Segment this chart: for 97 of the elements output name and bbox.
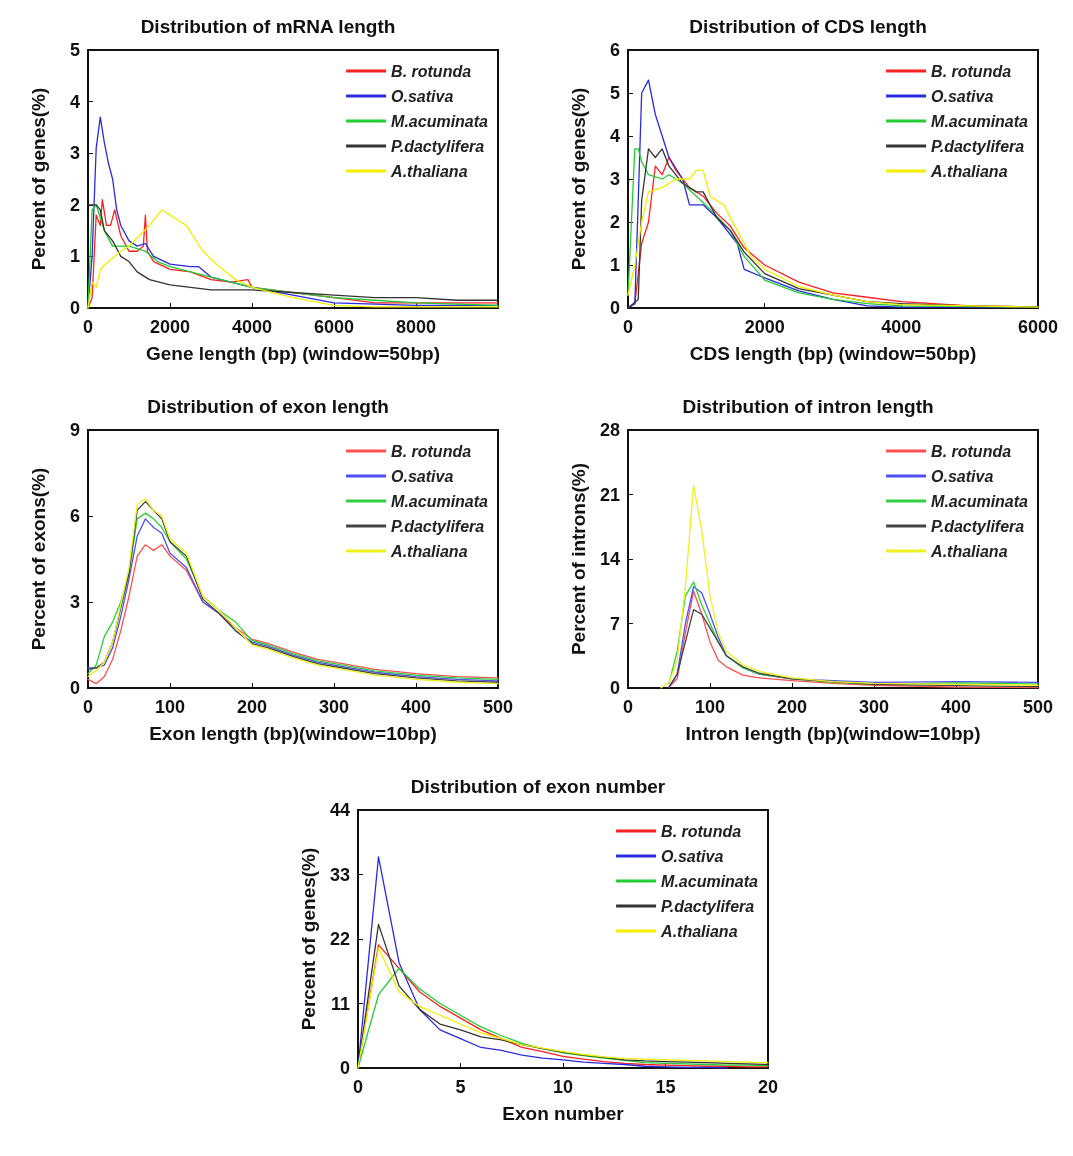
x-tick-label: 8000 — [395, 317, 437, 337]
y-tick-label: 44 — [329, 800, 350, 820]
y-tick-label: 22 — [329, 929, 350, 949]
legend-label: P.dactylifera — [661, 897, 755, 915]
y-tick-label: 9 — [69, 420, 80, 440]
legend-label: M.acuminata — [391, 112, 489, 130]
y-tick-label: 0 — [609, 678, 620, 698]
x-tick-label: 300 — [318, 697, 350, 717]
chart-title: Distribution of mRNA length — [140, 16, 396, 37]
x-tick-label: 2000 — [744, 317, 785, 337]
y-axis-title: Percent of genes(%) — [298, 847, 319, 1031]
y-tick-label: 4 — [609, 126, 620, 146]
legend-label: A.thaliana — [660, 922, 738, 940]
line-series — [87, 544, 499, 685]
x-tick-label: 0 — [82, 317, 94, 337]
x-tick-label: 500 — [1022, 697, 1054, 717]
y-tick-label: 28 — [599, 420, 620, 440]
chart-title: Distribution of CDS length — [689, 16, 927, 37]
x-tick-label: 0 — [82, 697, 94, 717]
y-tick-label: 3 — [69, 143, 80, 164]
legend-label: B. rotunda — [391, 442, 472, 460]
x-tick-label: 400 — [400, 697, 432, 717]
x-axis-title: Gene length (bp) (window=50bp) — [146, 343, 440, 364]
legend-label: P.dactylifera — [931, 137, 1025, 155]
legend-label: O.sativa — [931, 87, 994, 105]
line-series — [357, 967, 769, 1069]
x-tick-label: 500 — [482, 697, 514, 717]
legend-label: M.acuminata — [661, 872, 759, 890]
x-tick-label: 5 — [455, 1077, 466, 1097]
y-tick-label: 6 — [69, 506, 80, 526]
legend-label: O.sativa — [391, 87, 454, 105]
x-tick-label: 200 — [776, 697, 808, 717]
legend-label: O.sativa — [391, 467, 454, 485]
x-tick-label: 15 — [655, 1077, 676, 1097]
x-axis-title: Exon number — [502, 1103, 625, 1124]
chart-title: Distribution of intron length — [682, 396, 934, 417]
line-series — [660, 484, 1039, 689]
x-axis-title: CDS length (bp) (window=50bp) — [689, 343, 977, 364]
y-tick-label: 11 — [330, 993, 350, 1014]
y-tick-label: 0 — [69, 678, 80, 698]
y-axis-title: Percent of introns(%) — [568, 462, 589, 656]
x-tick-label: 2000 — [149, 317, 191, 337]
y-tick-label: 1 — [609, 255, 620, 275]
y-tick-label: 5 — [69, 40, 80, 60]
x-tick-label: 0 — [352, 1077, 364, 1097]
legend-label: A.thaliana — [390, 162, 468, 180]
legend-label: A.thaliana — [930, 162, 1008, 180]
y-tick-label: 2 — [69, 194, 80, 215]
y-tick-label: 14 — [599, 549, 620, 569]
chart-title: Distribution of exon number — [410, 776, 666, 797]
x-tick-label: 100 — [154, 697, 186, 717]
y-axis-title: Percent of exons(%) — [28, 467, 49, 651]
legend-label: P.dactylifera — [391, 137, 485, 155]
y-tick-label: 3 — [609, 169, 620, 189]
y-tick-label: 3 — [69, 592, 80, 612]
x-axis-title: Exon length (bp)(window=10bp) — [149, 723, 437, 744]
y-tick-label: 0 — [69, 298, 80, 318]
y-tick-label: 6 — [609, 40, 620, 60]
chart-title: Distribution of exon length — [147, 396, 389, 417]
y-tick-label: 33 — [329, 864, 350, 885]
x-tick-label: 0 — [622, 697, 634, 717]
legend-label: B. rotunda — [661, 822, 742, 840]
legend-label: M.acuminata — [391, 492, 489, 510]
y-tick-label: 1 — [69, 246, 80, 267]
legend-label: P.dactylifera — [391, 517, 485, 535]
x-axis-title: Intron length (bp)(window=10bp) — [685, 723, 981, 744]
legend-label: M.acuminata — [931, 492, 1029, 510]
x-tick-label: 100 — [694, 697, 726, 717]
x-tick-label: 4000 — [231, 317, 273, 337]
x-tick-label: 4000 — [881, 317, 922, 337]
y-axis-title: Percent of genes(%) — [28, 87, 49, 271]
legend-label: P.dactylifera — [931, 517, 1025, 535]
x-tick-label: 200 — [236, 697, 268, 717]
y-tick-label: 21 — [599, 484, 620, 505]
x-tick-label: 400 — [940, 697, 972, 717]
legend-label: O.sativa — [931, 467, 994, 485]
legend-label: B. rotunda — [391, 62, 472, 80]
y-tick-label: 0 — [339, 1058, 350, 1078]
y-axis-title: Percent of genes(%) — [568, 87, 589, 271]
legend-label: B. rotunda — [931, 62, 1012, 80]
legend-label: M.acuminata — [931, 112, 1029, 130]
legend-label: A.thaliana — [930, 542, 1008, 560]
x-tick-label: 20 — [757, 1077, 779, 1097]
legend-label: A.thaliana — [390, 542, 468, 560]
y-tick-label: 4 — [69, 91, 80, 112]
legend-label: B. rotunda — [931, 442, 1012, 460]
x-tick-label: 0 — [622, 317, 634, 337]
y-tick-label: 2 — [609, 212, 620, 232]
x-tick-label: 6000 — [1017, 317, 1059, 337]
y-tick-label: 5 — [609, 83, 620, 103]
y-tick-label: 7 — [609, 613, 620, 634]
y-tick-label: 0 — [609, 298, 620, 318]
line-series — [668, 609, 1039, 688]
x-tick-label: 10 — [552, 1077, 574, 1097]
legend-label: O.sativa — [661, 847, 724, 865]
x-tick-label: 6000 — [313, 317, 355, 337]
x-tick-label: 300 — [858, 697, 890, 717]
